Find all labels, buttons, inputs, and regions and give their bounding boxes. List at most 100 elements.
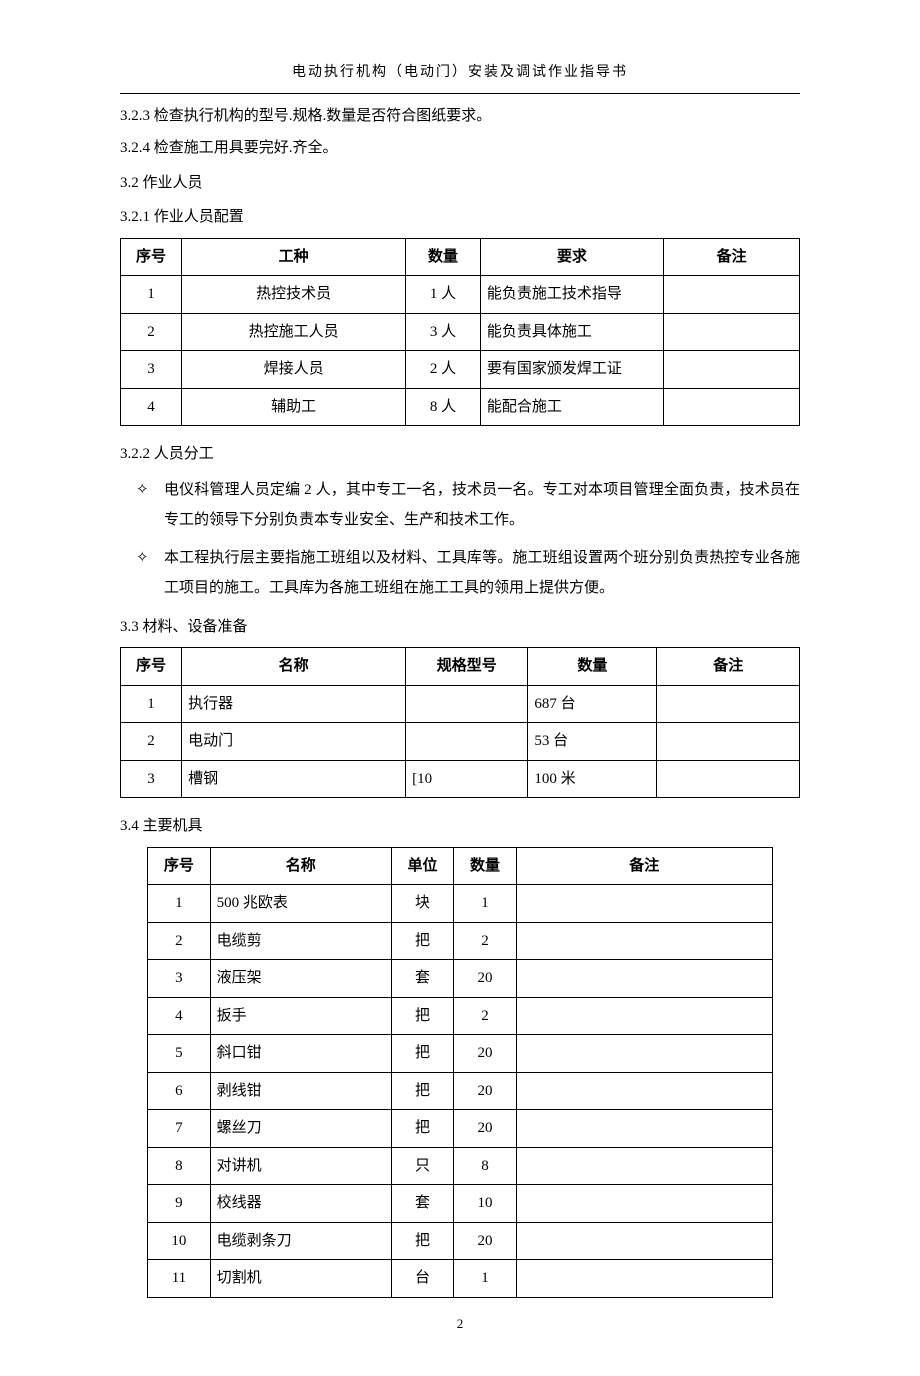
table-cell: 能负责施工技术指导	[480, 276, 663, 314]
table-cell: 2	[121, 313, 182, 351]
table-cell: 10	[454, 1185, 516, 1223]
table-cell: 20	[454, 960, 516, 998]
section-322: 3.2.2 人员分工	[120, 440, 800, 469]
table-row: 1热控技术员1 人能负责施工技术指导	[121, 276, 800, 314]
table-cell: 把	[391, 922, 453, 960]
table-cell	[664, 351, 800, 389]
table-cell: 20	[454, 1222, 516, 1260]
table-row: 11切割机台1	[148, 1260, 773, 1298]
col-seq: 序号	[121, 648, 182, 686]
paragraph-323: 3.2.3 检查执行机构的型号.规格.数量是否符合图纸要求。	[120, 102, 800, 131]
table-cell: 块	[391, 885, 453, 923]
table-row: 1执行器 687 台	[121, 685, 800, 723]
table-cell: 扳手	[210, 997, 391, 1035]
table-cell: 1	[148, 885, 210, 923]
col-remark: 备注	[664, 238, 800, 276]
col-remark: 备注	[657, 648, 800, 686]
table-row: 7螺丝刀把20	[148, 1110, 773, 1148]
table-cell: 7	[148, 1110, 210, 1148]
table-cell	[516, 1072, 772, 1110]
table-row: 4辅助工8 人能配合施工	[121, 388, 800, 426]
table-cell: 8	[148, 1147, 210, 1185]
table-header-row: 序号 工种 数量 要求 备注	[121, 238, 800, 276]
table-cell	[516, 1035, 772, 1073]
table-cell: 10	[148, 1222, 210, 1260]
table-cell	[657, 760, 800, 798]
table-cell: 1 人	[406, 276, 481, 314]
table-cell: 校线器	[210, 1185, 391, 1223]
col-qty: 数量	[454, 847, 516, 885]
table-cell: 辅助工	[182, 388, 406, 426]
table-cell	[516, 1222, 772, 1260]
table-row: 1500 兆欧表块1	[148, 885, 773, 923]
table-cell: 1	[454, 885, 516, 923]
table-cell: 3	[121, 351, 182, 389]
section-34: 3.4 主要机具	[120, 812, 800, 841]
table-cell: 套	[391, 960, 453, 998]
table-cell: 2	[121, 723, 182, 761]
division-list: 电仪科管理人员定编 2 人，其中专工一名，技术员一名。专工对本项目管理全面负责，…	[120, 475, 800, 603]
table-cell: 台	[391, 1260, 453, 1298]
table-cell: 电动门	[182, 723, 406, 761]
table-cell: 8	[454, 1147, 516, 1185]
table-cell: 9	[148, 1185, 210, 1223]
table-cell: 11	[148, 1260, 210, 1298]
section-321: 3.2.1 作业人员配置	[120, 203, 800, 232]
table-cell	[406, 685, 528, 723]
table-cell	[516, 960, 772, 998]
col-req: 要求	[480, 238, 663, 276]
table-cell: 2	[454, 997, 516, 1035]
table-row: 2热控施工人员3 人能负责具体施工	[121, 313, 800, 351]
table-cell: 焊接人员	[182, 351, 406, 389]
col-remark: 备注	[516, 847, 772, 885]
table-cell: 1	[121, 685, 182, 723]
table-cell: 把	[391, 1035, 453, 1073]
table-row: 8对讲机只8	[148, 1147, 773, 1185]
table-cell: 槽钢	[182, 760, 406, 798]
table-cell: 把	[391, 1072, 453, 1110]
table-cell: [10	[406, 760, 528, 798]
table-cell	[516, 1260, 772, 1298]
list-item: 电仪科管理人员定编 2 人，其中专工一名，技术员一名。专工对本项目管理全面负责，…	[136, 475, 800, 535]
table-header-row: 序号 名称 单位 数量 备注	[148, 847, 773, 885]
table-row: 2电动门 53 台	[121, 723, 800, 761]
table-cell: 8 人	[406, 388, 481, 426]
table-cell: 要有国家颁发焊工证	[480, 351, 663, 389]
paragraph-324: 3.2.4 检查施工用具要完好.齐全。	[120, 134, 800, 163]
table-cell: 4	[148, 997, 210, 1035]
col-unit: 单位	[391, 847, 453, 885]
table-cell: 螺丝刀	[210, 1110, 391, 1148]
section-33: 3.3 材料、设备准备	[120, 613, 800, 642]
table-row: 2电缆剪把2	[148, 922, 773, 960]
table-cell: 20	[454, 1035, 516, 1073]
table-cell: 6	[148, 1072, 210, 1110]
table-cell	[516, 922, 772, 960]
col-seq: 序号	[148, 847, 210, 885]
list-item: 本工程执行层主要指施工班组以及材料、工具库等。施工班组设置两个班分别负责热控专业…	[136, 543, 800, 603]
col-seq: 序号	[121, 238, 182, 276]
table-cell	[406, 723, 528, 761]
table-cell: 53 台	[528, 723, 657, 761]
table-cell: 2	[454, 922, 516, 960]
table-cell	[516, 1185, 772, 1223]
table-cell	[664, 388, 800, 426]
table-cell: 执行器	[182, 685, 406, 723]
tools-table: 序号 名称 单位 数量 备注 1500 兆欧表块12电缆剪把23液压架套204扳…	[147, 847, 773, 1298]
table-cell	[516, 1147, 772, 1185]
table-row: 10电缆剥条刀把20	[148, 1222, 773, 1260]
table-cell: 斜口钳	[210, 1035, 391, 1073]
table-cell	[516, 1110, 772, 1148]
table-cell: 3	[121, 760, 182, 798]
table-cell	[516, 885, 772, 923]
table-row: 6剥线钳把20	[148, 1072, 773, 1110]
table-cell: 20	[454, 1072, 516, 1110]
table-cell: 把	[391, 1222, 453, 1260]
col-job: 工种	[182, 238, 406, 276]
table-cell: 687 台	[528, 685, 657, 723]
table-cell: 100 米	[528, 760, 657, 798]
table-cell: 500 兆欧表	[210, 885, 391, 923]
table-row: 4扳手把2	[148, 997, 773, 1035]
personnel-table: 序号 工种 数量 要求 备注 1热控技术员1 人能负责施工技术指导2热控施工人员…	[120, 238, 800, 427]
col-qty: 数量	[406, 238, 481, 276]
table-cell: 2	[148, 922, 210, 960]
